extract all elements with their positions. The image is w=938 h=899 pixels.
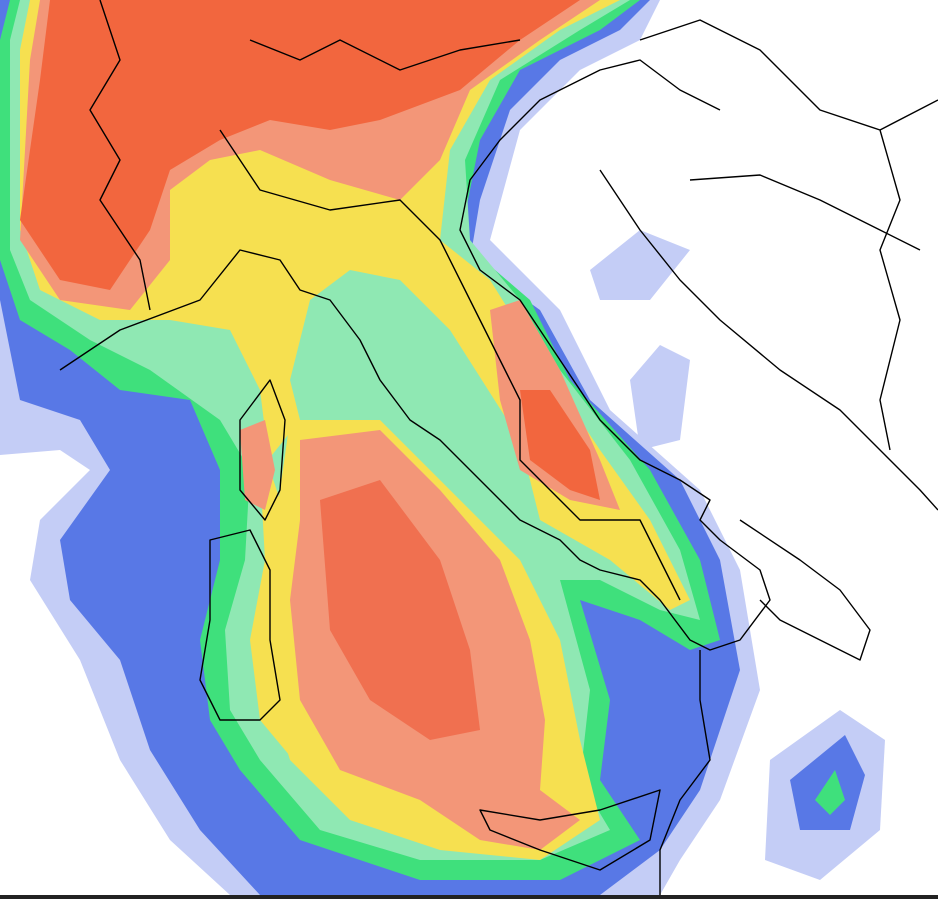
coastlines [59, 0, 938, 895]
field-light-blue-adriatic [590, 230, 690, 450]
sicily [479, 789, 661, 871]
balkan-borders [639, 19, 938, 451]
italy-coast [59, 59, 771, 651]
alpine-borders [89, 0, 521, 311]
field-green-east [815, 770, 845, 815]
field-red-east [520, 390, 600, 500]
sardinia [199, 529, 281, 721]
balkan-coast [599, 169, 938, 511]
apennine-borders [469, 299, 681, 601]
puglia [739, 519, 871, 661]
bottom-border [0, 895, 938, 899]
field-red-south [320, 480, 480, 740]
corsica [239, 379, 286, 521]
calabria [659, 650, 711, 895]
field-salmon-corsica [240, 420, 275, 510]
field-red [20, 0, 580, 290]
